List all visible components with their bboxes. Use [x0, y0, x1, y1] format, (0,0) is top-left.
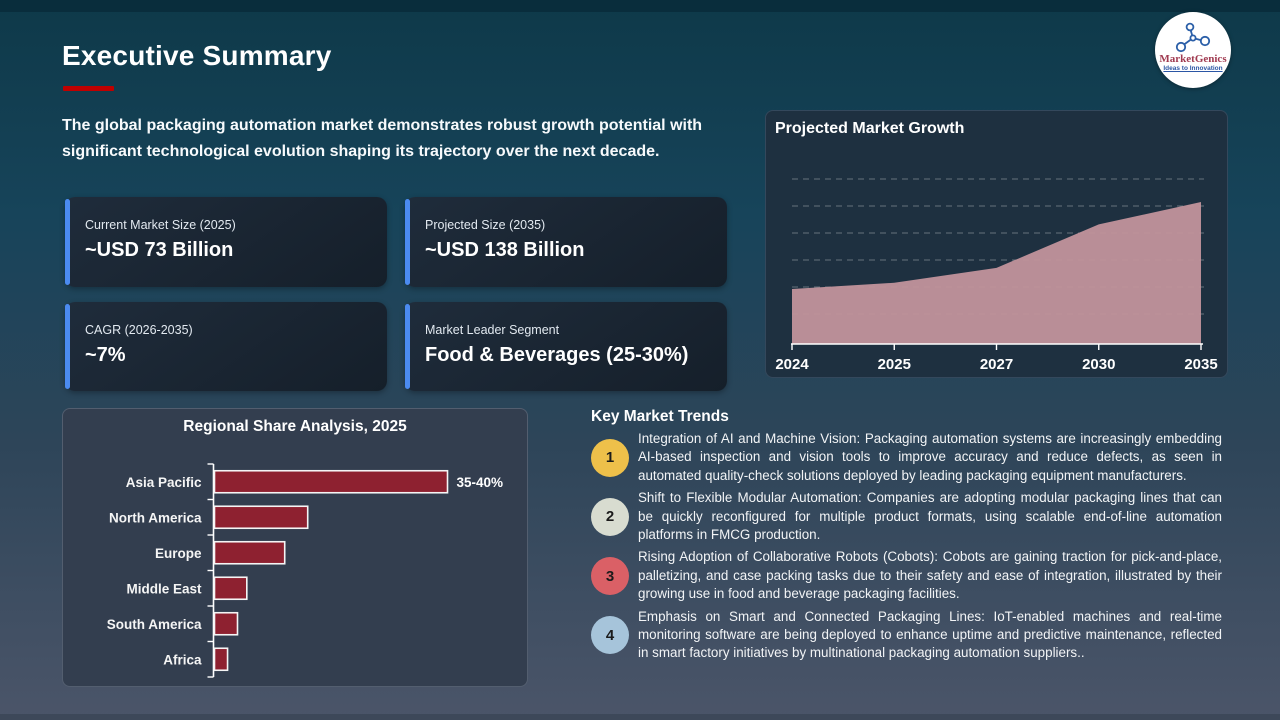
intro-paragraph: The global packaging automation market d…: [62, 117, 703, 160]
bar-north-america: [213, 505, 309, 530]
trend-item-1: 1 Integration of AI and Machine Vision: …: [591, 430, 1222, 485]
bar-europe: [213, 540, 286, 565]
x-axis-label: 2035: [1184, 356, 1217, 373]
top-accent-strip: [0, 0, 1280, 12]
stat-card-projected-size: Projected Size (2035) ~USD 138 Billion: [405, 197, 727, 287]
stat-label: Market Leader Segment: [425, 323, 560, 337]
stat-card-current-size: Current Market Size (2025) ~USD 73 Billi…: [65, 197, 387, 287]
stat-card-leader-segment: Market Leader Segment Food & Beverages (…: [405, 302, 727, 391]
bar-middle-east: [213, 576, 248, 601]
trend-item-4: 4 Emphasis on Smart and Connected Packag…: [591, 608, 1222, 663]
stat-label: CAGR (2026-2035): [85, 323, 193, 337]
trend-item-3: 3 Rising Adoption of Collaborative Robot…: [591, 548, 1222, 603]
stat-value: ~USD 138 Billion: [425, 239, 585, 261]
bar-category-label: North America: [109, 510, 202, 525]
trend-text: Rising Adoption of Collaborative Robots …: [638, 549, 1222, 602]
page-title: Executive Summary: [62, 40, 332, 71]
regional-share-panel: Asia Pacific North America Europe Middle Ea…: [62, 408, 528, 687]
growth-area-chart: 2024 2025 2027 2030 2035: [775, 178, 1218, 373]
bar-annotation: 35-40%: [457, 475, 504, 490]
stat-label: Projected Size (2035): [425, 218, 546, 232]
stat-value: ~7%: [85, 344, 126, 366]
projected-market-growth-panel: 2024 2025 2027 2030 2035 Projected Market Gr…: [765, 110, 1228, 378]
growth-chart-title: Projected Market Growth: [775, 120, 965, 137]
bar-category-label: Asia Pacific: [126, 475, 202, 490]
trend-text: Integration of AI and Machine Vision: Pa…: [638, 431, 1222, 483]
marketgenics-logo: MarketGenics Ideas to Innovation: [1155, 12, 1231, 88]
stat-value: ~USD 73 Billion: [85, 239, 234, 261]
trends-title: Key Market Trends: [591, 408, 729, 425]
bar-asia-pacific: [213, 469, 449, 494]
trend-number-badge: 4: [591, 616, 629, 655]
stat-card-cagr: CAGR (2026-2035) ~7%: [65, 302, 387, 391]
trend-text: Shift to Flexible Modular Automation: Co…: [638, 490, 1222, 543]
molecule-icon: [1175, 22, 1211, 53]
stat-label: Current Market Size (2025): [85, 218, 236, 232]
x-axis-label: 2025: [878, 356, 911, 373]
x-axis-label: 2024: [775, 356, 809, 373]
x-axis-label: 2030: [1082, 356, 1115, 373]
x-axis-label: 2027: [980, 356, 1013, 373]
stat-cards-grid: Current Market Size (2025) ~USD 73 Billi…: [65, 197, 727, 391]
title-underline: [63, 86, 114, 91]
bar-category-label: Europe: [155, 546, 202, 561]
regional-chart-title: Regional Share Analysis, 2025: [183, 418, 407, 435]
trend-item-2: 2 Shift to Flexible Modular Automation: …: [591, 489, 1222, 544]
bar-category-label: Africa: [163, 652, 202, 667]
bottom-accent-strip: [0, 714, 1280, 720]
bar-category-label: Middle East: [126, 581, 202, 596]
bar-category-label: South America: [107, 617, 202, 632]
key-market-trends-section: Key Market Trends 1 Integration of AI an…: [591, 408, 1222, 667]
area-series: [792, 202, 1201, 344]
trend-number-badge: 3: [591, 557, 629, 596]
trend-text: Emphasis on Smart and Connected Packagin…: [638, 608, 1222, 661]
regional-bar-chart: Asia Pacific North America Europe Middle Ea…: [107, 463, 504, 678]
stat-value: Food & Beverages (25-30%): [425, 344, 689, 366]
logo-tagline: Ideas to Innovation: [1163, 65, 1223, 72]
bar-africa: [213, 647, 229, 672]
logo-name: MarketGenics: [1159, 53, 1227, 65]
trend-number-badge: 2: [591, 497, 629, 536]
trend-number-badge: 1: [591, 438, 629, 477]
bar-south-america: [213, 611, 239, 636]
